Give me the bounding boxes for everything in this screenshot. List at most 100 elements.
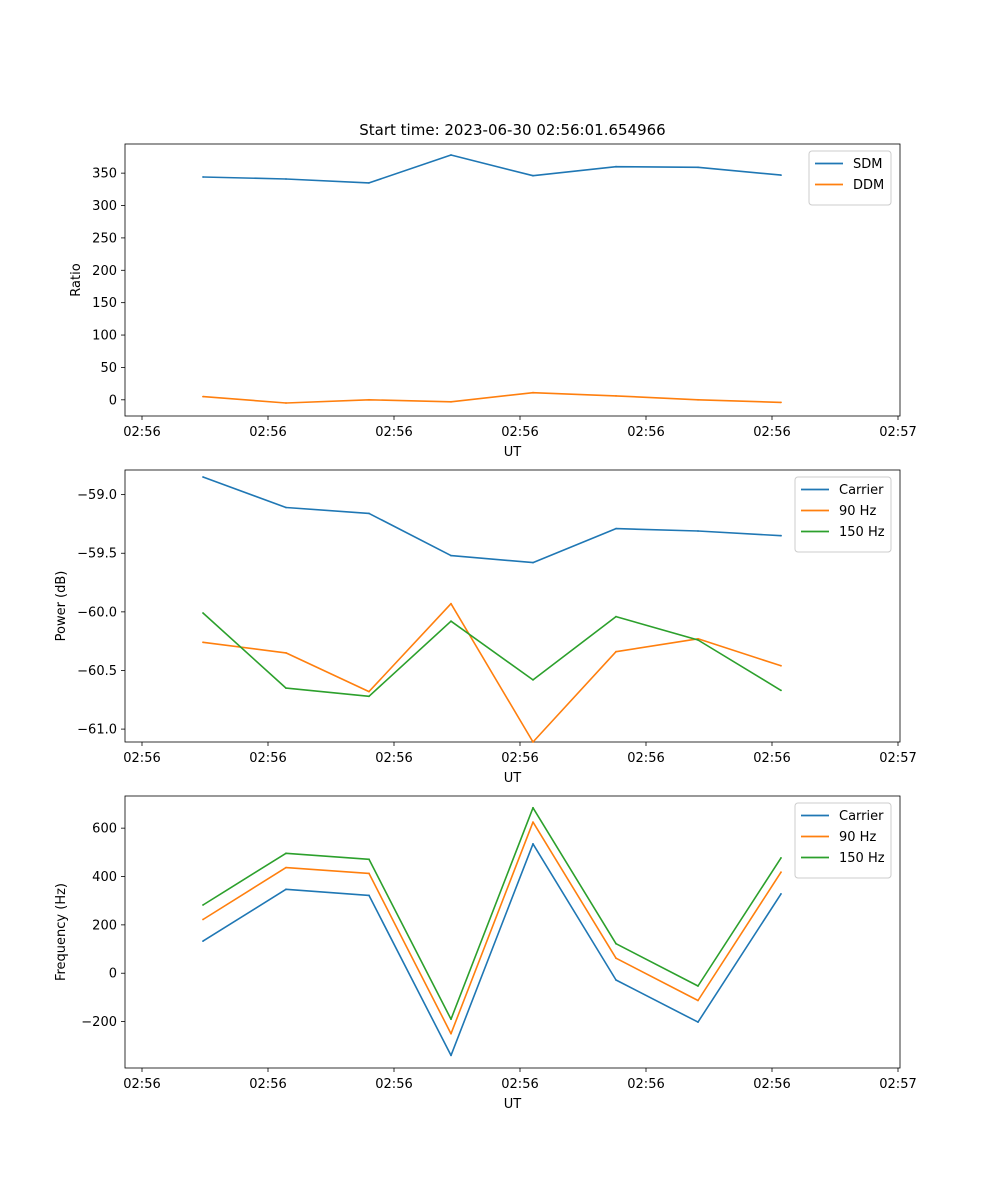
data-point (202, 904, 204, 906)
legend-label: SDM (853, 157, 882, 172)
data-point (368, 690, 370, 693)
x-tick-label: 02:56 (123, 751, 160, 766)
x-tick-label: 02:56 (123, 425, 160, 440)
data-point (697, 999, 699, 1002)
data-point (285, 888, 287, 891)
data-point (450, 154, 452, 156)
series-line-carrier (202, 476, 782, 564)
x-tick-label: 02:56 (375, 1077, 412, 1092)
y-tick-label: 50 (100, 361, 117, 376)
data-point (450, 554, 452, 557)
data-point (615, 942, 617, 945)
data-point (450, 1018, 452, 1021)
x-tick-label: 02:56 (249, 1077, 286, 1092)
data-point (202, 940, 204, 942)
series-line-sdm (202, 154, 782, 184)
x-axis-label: UT (504, 771, 522, 786)
x-axis-label: UT (504, 1097, 522, 1112)
legend-label: Carrier (839, 809, 884, 824)
y-tick-label: 250 (92, 231, 117, 246)
data-point (450, 602, 452, 605)
y-tick-label: −61.0 (77, 723, 117, 738)
data-point (285, 866, 287, 869)
y-tick-label: −200 (81, 1015, 117, 1030)
data-point (202, 395, 204, 398)
y-tick-label: −60.5 (77, 664, 117, 679)
data-point (697, 1021, 699, 1023)
y-tick-label: 600 (92, 822, 117, 837)
series-line-ddm (202, 391, 782, 404)
y-tick-label: 0 (109, 967, 117, 982)
data-point (697, 530, 699, 532)
chart-3: 02:56 02:56 02:56 02:56 02:56 02:56 02:57 −200 0… (54, 795, 917, 1112)
data-point (532, 561, 534, 564)
data-point (368, 872, 370, 875)
data-point (368, 398, 370, 401)
data-point (368, 695, 370, 698)
data-point (450, 620, 452, 623)
data-point (368, 182, 370, 184)
x-tick-label: 02:56 (501, 425, 538, 440)
x-tick-label: 02:56 (627, 751, 664, 766)
data-point (368, 858, 370, 861)
data-point (285, 506, 287, 509)
data-point (615, 395, 617, 397)
data-point (285, 178, 287, 180)
data-point (532, 391, 534, 394)
legend: Carrier 90 Hz 150 Hz (794, 802, 892, 879)
y-tick-label: 350 (92, 167, 117, 182)
y-tick-label: 100 (92, 329, 117, 344)
data-point (202, 612, 204, 614)
series-line-150-hz (202, 612, 782, 698)
y-axis-label: Ratio (69, 263, 84, 296)
data-point (615, 979, 617, 981)
data-point (532, 843, 534, 845)
data-point (780, 174, 782, 177)
legend-box (794, 476, 892, 553)
axes-frame (124, 143, 901, 417)
data-point (285, 402, 287, 404)
series-line-90-hz (202, 821, 782, 1035)
data-point (780, 401, 782, 404)
x-tick-label: 02:56 (249, 425, 286, 440)
x-tick-label: 02:56 (627, 425, 664, 440)
data-point (615, 957, 617, 960)
x-tick-label: 02:56 (627, 1077, 664, 1092)
legend-label: Carrier (839, 483, 884, 498)
y-axis-label: Frequency (Hz) (54, 883, 69, 981)
data-point (780, 857, 782, 859)
data-point (202, 476, 204, 478)
data-point (780, 534, 782, 537)
data-point (780, 871, 782, 874)
data-point (532, 821, 534, 823)
legend-box (794, 802, 892, 879)
data-point (450, 1032, 452, 1035)
y-tick-label: 400 (92, 870, 117, 885)
data-point (202, 918, 204, 921)
y-tick-label: 150 (92, 296, 117, 311)
x-tick-label: 02:56 (501, 751, 538, 766)
axes-frame (124, 795, 901, 1069)
data-point (780, 893, 782, 895)
x-tick-label: 02:56 (501, 1077, 538, 1092)
legend: SDM DDM (808, 150, 892, 206)
x-axis-label: UT (504, 445, 522, 460)
data-point (697, 639, 699, 641)
y-tick-label: −59.0 (77, 488, 117, 503)
data-point (450, 400, 452, 403)
series-line-carrier (202, 843, 782, 1057)
legend-label: 90 Hz (839, 830, 876, 845)
data-point (615, 527, 617, 530)
data-point (368, 894, 370, 897)
data-point (780, 664, 782, 667)
chart-2: 02:56 02:56 02:56 02:56 02:56 02:56 02:57 −59.0… (54, 469, 917, 786)
data-point (202, 176, 204, 178)
data-point (285, 687, 287, 689)
y-tick-label: 200 (92, 264, 117, 279)
data-point (532, 741, 534, 743)
legend-box (808, 150, 892, 206)
data-point (697, 985, 699, 987)
y-tick-label: 0 (109, 393, 117, 408)
legend-label: DDM (853, 178, 884, 193)
